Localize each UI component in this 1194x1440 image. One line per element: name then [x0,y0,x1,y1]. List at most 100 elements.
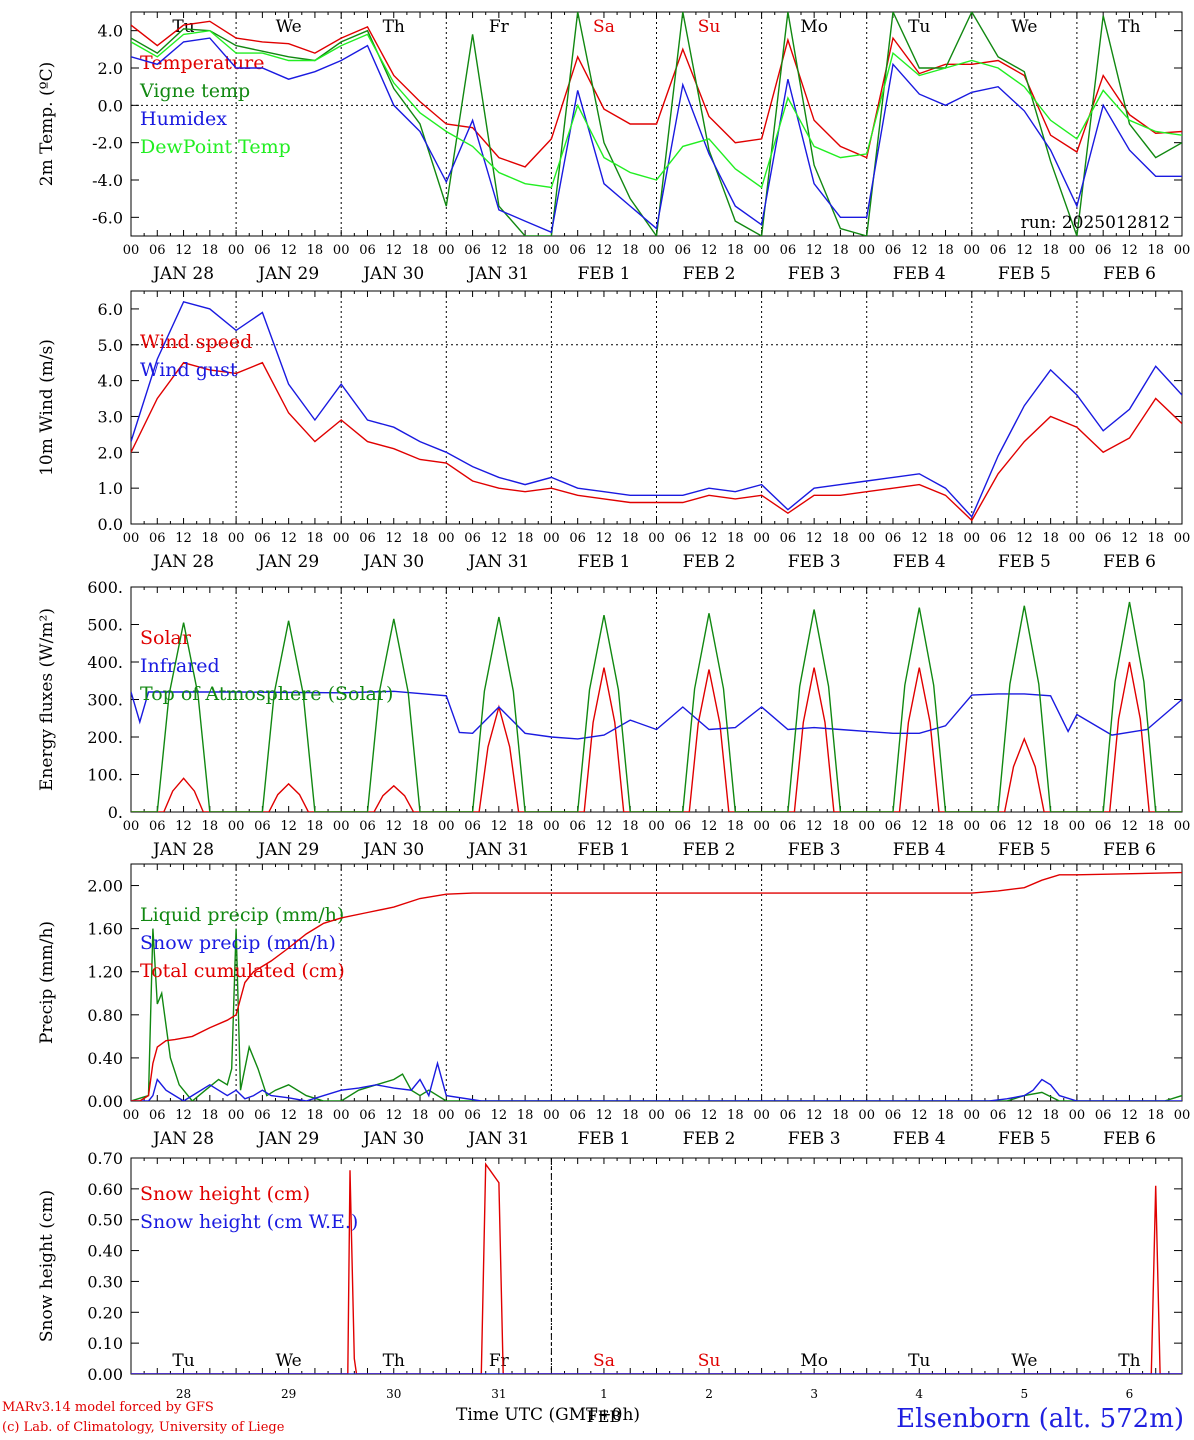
x-hour-label: 06 [254,1108,271,1123]
x-hour-label: 06 [464,531,481,546]
x-hour-label: 12 [806,1108,823,1123]
series-line-2 [131,601,1182,812]
y-axis-label: Snow height (cm) [37,1190,57,1342]
x-hour-label: 12 [1121,531,1138,546]
x-hour-label: 06 [569,243,586,258]
x-hour-label: 06 [780,243,797,258]
x-hour-label: 18 [832,819,849,834]
x-hour-label: 06 [1095,531,1112,546]
y-tick-label: 0.60 [87,1180,123,1199]
x-hour-label: 12 [491,531,508,546]
day-name: Sa [593,1351,615,1371]
y-tick-label: 5.0 [98,336,123,355]
x-hour-label: 00 [964,1108,981,1123]
x-hour-label: 12 [491,1108,508,1123]
day-name: Su [698,17,721,37]
x-hour-label: 12 [385,243,402,258]
credit-model: MARv3.14 model forced by GFS [2,1400,214,1415]
day-name: Th [1118,1351,1140,1371]
x-hour-label: 12 [385,819,402,834]
x-hour-label: 12 [1016,531,1033,546]
x-hour-label: 06 [359,243,376,258]
x-hour-label: 00 [1069,243,1086,258]
x-hour-label: 00 [228,243,245,258]
series-line-0 [131,20,1182,168]
x-hour-label: 18 [1042,531,1059,546]
x-hour-label: 00 [438,819,455,834]
x-axis-title: Time UTC (GMT+0h) [456,1405,641,1425]
x-hour-label: 12 [596,819,613,834]
x-hour-label: 12 [911,819,928,834]
x-hour-label: 06 [780,819,797,834]
x-hour-label: 18 [202,1108,219,1123]
x-hour-label: 12 [806,819,823,834]
y-tick-label: 1.0 [98,479,123,498]
x-hour-label: 00 [648,1108,665,1123]
x-hour-label: 12 [806,531,823,546]
x-hour-label: 18 [622,531,639,546]
x-hour-label: 06 [464,243,481,258]
y-axis-label: Precip (mm/h) [37,921,57,1044]
x-hour-label: 06 [780,531,797,546]
x-hour-label: 12 [596,243,613,258]
x-hour-label: 12 [701,819,718,834]
y-tick-label: 0.80 [87,1006,123,1025]
x-hour-label: 12 [911,531,928,546]
x-date-label: FEB 1 [577,1129,630,1149]
x-hour-label: 18 [937,819,954,834]
day-name: Th [383,1351,405,1371]
x-hour-label: 18 [832,243,849,258]
x-date-label: FEB 2 [683,264,736,284]
x-date-label: JAN 30 [361,840,424,860]
x-hour-label: 12 [911,243,928,258]
x-hour-label: 18 [622,1108,639,1123]
x-hour-label: 00 [438,531,455,546]
series-line-2 [131,37,1182,234]
x-hour-label: 00 [1069,531,1086,546]
x-hour-label: 18 [832,531,849,546]
x-date-label: FEB 3 [788,840,841,860]
x-date-label: FEB 2 [683,552,736,572]
y-tick-label: 2.0 [98,59,123,78]
legend-entry: Wind gust [140,359,238,381]
legend-entry: Snow precip (mm/h) [140,932,336,954]
x-date-label: FEB 4 [893,552,946,572]
run-label: run: 2025012812 [1021,213,1170,233]
y-axis-label: 10m Wind (m/s) [37,339,57,476]
series-line-0 [131,361,1182,522]
legend-entry: Solar [140,627,192,649]
day-number: 5 [1021,1387,1029,1401]
x-hour-label: 12 [806,243,823,258]
x-hour-label: 12 [175,1108,192,1123]
y-tick-label: -4.0 [92,171,123,190]
x-date-label: JAN 29 [256,1129,319,1149]
x-hour-label: 06 [464,819,481,834]
x-hour-label: 06 [990,1108,1007,1123]
x-hour-label: 06 [569,819,586,834]
x-hour-label: 06 [149,243,166,258]
y-tick-label: 400. [87,653,123,672]
x-date-label: JAN 29 [256,552,319,572]
x-hour-label: 06 [359,819,376,834]
x-hour-label: 06 [780,1108,797,1123]
day-name: Th [1118,17,1140,37]
x-hour-label: 12 [491,243,508,258]
x-date-label: FEB 6 [1103,1129,1156,1149]
x-hour-label: 00 [648,819,665,834]
x-hour-label: 00 [648,243,665,258]
y-tick-label: 0.00 [87,1092,123,1111]
y-tick-label: 0.70 [87,1149,123,1168]
day-name: We [276,17,302,37]
day-number: 6 [1126,1387,1134,1401]
x-hour-label: 06 [885,531,902,546]
x-hour-label: 12 [175,243,192,258]
x-hour-label: 00 [1174,1108,1191,1123]
y-tick-label: 4.0 [98,372,123,391]
series-line-0 [131,928,1182,1101]
x-hour-label: 12 [1121,243,1138,258]
y-tick-label: 0.10 [87,1334,123,1353]
x-hour-label: 12 [280,819,297,834]
x-hour-label: 00 [438,1108,455,1123]
x-hour-label: 18 [412,1108,429,1123]
day-name: Fr [489,1351,510,1371]
